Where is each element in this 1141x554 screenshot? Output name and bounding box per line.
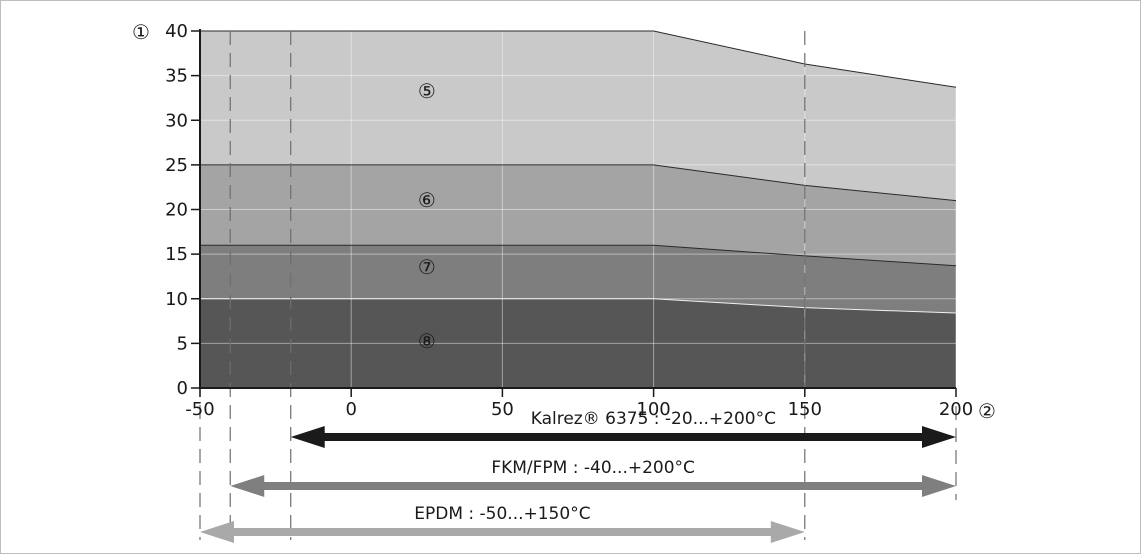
x-axis-marker: ② <box>978 399 996 423</box>
series-label-2: ⑥ <box>418 188 436 212</box>
series-label-3: ⑦ <box>418 255 436 279</box>
x-tick-label: -50 <box>185 399 214 420</box>
series-label-layer: ⑤ ⑥ ⑦ ⑧ <box>418 79 436 353</box>
y-tick-label: 5 <box>177 333 188 354</box>
x-tick-label: 150 <box>788 399 822 420</box>
y-tick-label: 0 <box>177 378 188 399</box>
range-label-2: FKM/FPM : -40...+200°C <box>491 458 695 478</box>
range-arrow-3: EPDM : -50...+150°C <box>200 504 805 543</box>
range-label-1: Kalrez® 6375 : -20...+200°C <box>531 409 776 429</box>
range-arrow-1: Kalrez® 6375 : -20...+200°C <box>290 409 957 448</box>
series-boundary-4 <box>200 298 957 314</box>
series-boundary-2 <box>200 164 957 202</box>
x-tick-label: 50 <box>491 399 514 420</box>
series-boundary-3 <box>200 244 957 267</box>
y-tick-label: 30 <box>165 110 188 131</box>
y-tick-label: 25 <box>165 155 188 176</box>
area-series-4 <box>200 298 956 388</box>
y-axis-marker: ① <box>132 20 150 44</box>
range-arrow-shape <box>200 521 805 543</box>
grid-layer <box>200 30 957 388</box>
x-tick-label: 0 <box>345 399 356 420</box>
y-tick-label: 35 <box>165 66 188 87</box>
range-label-3: EPDM : -50...+150°C <box>414 504 590 524</box>
y-tick-label: 20 <box>165 200 188 221</box>
range-arrow-2: FKM/FPM : -40...+200°C <box>230 458 957 497</box>
x-tick-label: 100 <box>636 399 670 420</box>
x-tick-label: 200 <box>939 399 973 420</box>
range-arrow-shape <box>290 426 957 448</box>
range-arrow-shape <box>230 475 957 497</box>
series-label-4: ⑧ <box>418 329 436 353</box>
marker-layer: ① ② <box>132 20 996 423</box>
series-label-1: ⑤ <box>418 79 436 103</box>
temperature-range-layer: Kalrez® 6375 : -20...+200°C FKM/FPM : -40… <box>200 409 957 543</box>
y-tick-label: 15 <box>165 244 188 265</box>
y-tick-label: 10 <box>165 289 188 310</box>
series-boundary-1 <box>200 30 957 88</box>
y-tick-label: 40 <box>165 21 188 42</box>
